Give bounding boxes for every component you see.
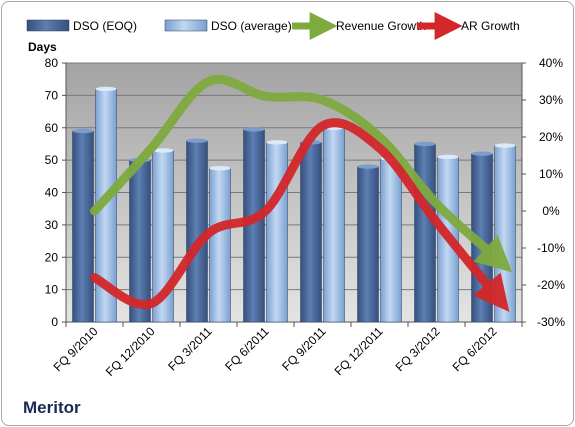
y-tick-label: 80 [45, 56, 59, 70]
bar [380, 158, 402, 323]
legend-label: AR Growth [461, 19, 520, 33]
legend-label: DSO (EOQ) [73, 19, 137, 33]
bar-top [494, 143, 516, 148]
y-axis-title: Days [28, 40, 57, 54]
y-tick-label: 20 [45, 250, 59, 264]
bar-top [152, 148, 174, 153]
legend-swatch [164, 19, 208, 32]
y-tick-label: 60 [45, 121, 59, 135]
y2-tick-label: 10% [539, 167, 563, 181]
bar-top [95, 86, 117, 92]
x-tick-label: FQ 12/2010 [103, 324, 158, 379]
bar [357, 166, 379, 323]
bar-top [186, 138, 208, 143]
y2-tick-label: -10% [537, 241, 565, 255]
bar [494, 145, 516, 323]
bar [323, 127, 345, 323]
y2-tick-label: -30% [537, 315, 565, 329]
series-line [90, 75, 513, 273]
bar [209, 167, 231, 323]
x-tick-label: FQ 12/2011 [332, 324, 386, 378]
y-tick-label: 0 [51, 315, 58, 329]
bar-top [209, 166, 231, 171]
bar-top [266, 140, 288, 145]
bar [300, 142, 322, 323]
series-line [90, 118, 510, 312]
x-tick-label: FQ 9/2010 [51, 324, 101, 374]
bar-top [414, 141, 436, 147]
bar [414, 143, 436, 323]
y2-tick-label: 40% [539, 56, 563, 70]
y-tick-label: 10 [45, 283, 59, 297]
legend-label: Revenue Growth [336, 19, 426, 33]
y2-tick-label: 20% [539, 130, 563, 144]
bar-top [357, 164, 379, 169]
y-tick-label: 30 [45, 218, 59, 232]
company-name: Meritor [23, 398, 81, 417]
x-tick-label: FQ 6/2011 [222, 324, 272, 374]
bar-top [72, 128, 94, 134]
x-tick-label: FQ 3/2012 [393, 324, 443, 374]
x-tick-label: FQ 6/2012 [450, 324, 500, 374]
bar [266, 142, 288, 323]
bar [72, 130, 94, 323]
x-tick-label: FQ 9/2011 [279, 324, 329, 374]
bar-top [437, 154, 459, 160]
y2-tick-label: -20% [537, 278, 565, 292]
x-tick-label: FQ 3/2011 [165, 324, 215, 374]
bar-top [471, 151, 493, 156]
legend-label: DSO (average) [211, 19, 292, 33]
y-tick-label: 50 [45, 153, 59, 167]
legend-swatch [26, 19, 70, 32]
y2-tick-label: 30% [539, 93, 563, 107]
y-tick-label: 70 [45, 88, 59, 102]
y2-tick-label: 0% [542, 204, 560, 218]
y-tick-label: 40 [45, 186, 59, 200]
bar-top [243, 127, 265, 132]
